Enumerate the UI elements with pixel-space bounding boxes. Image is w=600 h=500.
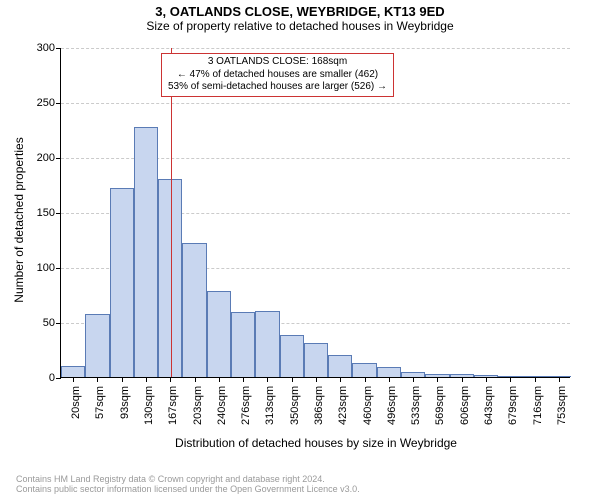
- grid-line: [61, 48, 570, 49]
- histogram-bar: [207, 291, 231, 377]
- x-axis-label: Distribution of detached houses by size …: [61, 436, 571, 450]
- x-tick-label: 716sqm: [532, 386, 544, 425]
- histogram-bar: [85, 314, 109, 377]
- annotation-line: ← 47% of detached houses are smaller (46…: [168, 69, 387, 82]
- x-tick-label: 569sqm: [434, 386, 446, 425]
- x-tick-mark: [97, 377, 98, 382]
- footer-attribution: Contains HM Land Registry data © Crown c…: [16, 474, 360, 494]
- histogram-bar: [255, 311, 279, 377]
- x-tick-mark: [486, 377, 487, 382]
- histogram-bar: [134, 127, 158, 377]
- histogram-bar: [377, 367, 401, 377]
- footer-line1: Contains HM Land Registry data © Crown c…: [16, 474, 360, 484]
- histogram-bar: [352, 363, 376, 377]
- x-tick-label: 386sqm: [313, 386, 325, 425]
- histogram-bar: [61, 366, 85, 377]
- x-tick-mark: [219, 377, 220, 382]
- x-tick-label: 606sqm: [459, 386, 471, 425]
- x-tick-label: 423sqm: [337, 386, 349, 425]
- reference-line: [171, 48, 172, 377]
- histogram-bar: [328, 355, 352, 377]
- x-tick-label: 313sqm: [264, 386, 276, 425]
- y-axis-label: Number of detached properties: [12, 137, 26, 302]
- annotation-line: 53% of semi-detached houses are larger (…: [168, 81, 387, 94]
- x-tick-mark: [73, 377, 74, 382]
- x-tick-label: 276sqm: [240, 386, 252, 425]
- x-tick-mark: [292, 377, 293, 382]
- chart-title-line2: Size of property relative to detached ho…: [0, 19, 600, 33]
- x-tick-mark: [146, 377, 147, 382]
- x-tick-mark: [365, 377, 366, 382]
- x-tick-label: 753sqm: [556, 386, 568, 425]
- histogram-bar: [110, 188, 134, 377]
- chart-title-line1: 3, OATLANDS CLOSE, WEYBRIDGE, KT13 9ED: [0, 0, 600, 19]
- x-tick-label: 130sqm: [143, 386, 155, 425]
- x-tick-mark: [510, 377, 511, 382]
- x-tick-mark: [535, 377, 536, 382]
- annotation-box: 3 OATLANDS CLOSE: 168sqm← 47% of detache…: [161, 53, 394, 97]
- y-tick-label: 150: [37, 207, 61, 219]
- x-tick-label: 57sqm: [94, 386, 106, 419]
- x-tick-label: 460sqm: [362, 386, 374, 425]
- x-tick-label: 167sqm: [167, 386, 179, 425]
- histogram-plot-area: 05010015020025030020sqm57sqm93sqm130sqm1…: [60, 48, 570, 378]
- x-tick-mark: [340, 377, 341, 382]
- x-tick-mark: [122, 377, 123, 382]
- x-tick-label: 20sqm: [70, 386, 82, 419]
- x-tick-mark: [413, 377, 414, 382]
- x-tick-mark: [462, 377, 463, 382]
- histogram-bar: [231, 312, 255, 377]
- y-tick-label: 300: [37, 42, 61, 54]
- x-tick-label: 240sqm: [216, 386, 228, 425]
- annotation-line: 3 OATLANDS CLOSE: 168sqm: [168, 56, 387, 69]
- x-tick-label: 203sqm: [192, 386, 204, 425]
- footer-line2: Contains public sector information licen…: [16, 484, 360, 494]
- x-tick-mark: [316, 377, 317, 382]
- x-tick-label: 533sqm: [410, 386, 422, 425]
- y-tick-label: 200: [37, 152, 61, 164]
- histogram-bar: [304, 343, 328, 377]
- y-tick-label: 250: [37, 97, 61, 109]
- histogram-bar: [280, 335, 304, 377]
- y-tick-label: 50: [43, 317, 61, 329]
- x-tick-mark: [389, 377, 390, 382]
- x-tick-mark: [267, 377, 268, 382]
- y-tick-label: 100: [37, 262, 61, 274]
- x-tick-label: 350sqm: [289, 386, 301, 425]
- x-tick-mark: [437, 377, 438, 382]
- grid-line: [61, 103, 570, 104]
- x-tick-mark: [559, 377, 560, 382]
- histogram-bar: [182, 243, 206, 377]
- x-tick-mark: [195, 377, 196, 382]
- x-tick-mark: [243, 377, 244, 382]
- x-tick-mark: [170, 377, 171, 382]
- x-tick-label: 643sqm: [483, 386, 495, 425]
- x-tick-label: 496sqm: [386, 386, 398, 425]
- x-tick-label: 679sqm: [507, 386, 519, 425]
- x-tick-label: 93sqm: [119, 386, 131, 419]
- y-tick-label: 0: [49, 372, 61, 384]
